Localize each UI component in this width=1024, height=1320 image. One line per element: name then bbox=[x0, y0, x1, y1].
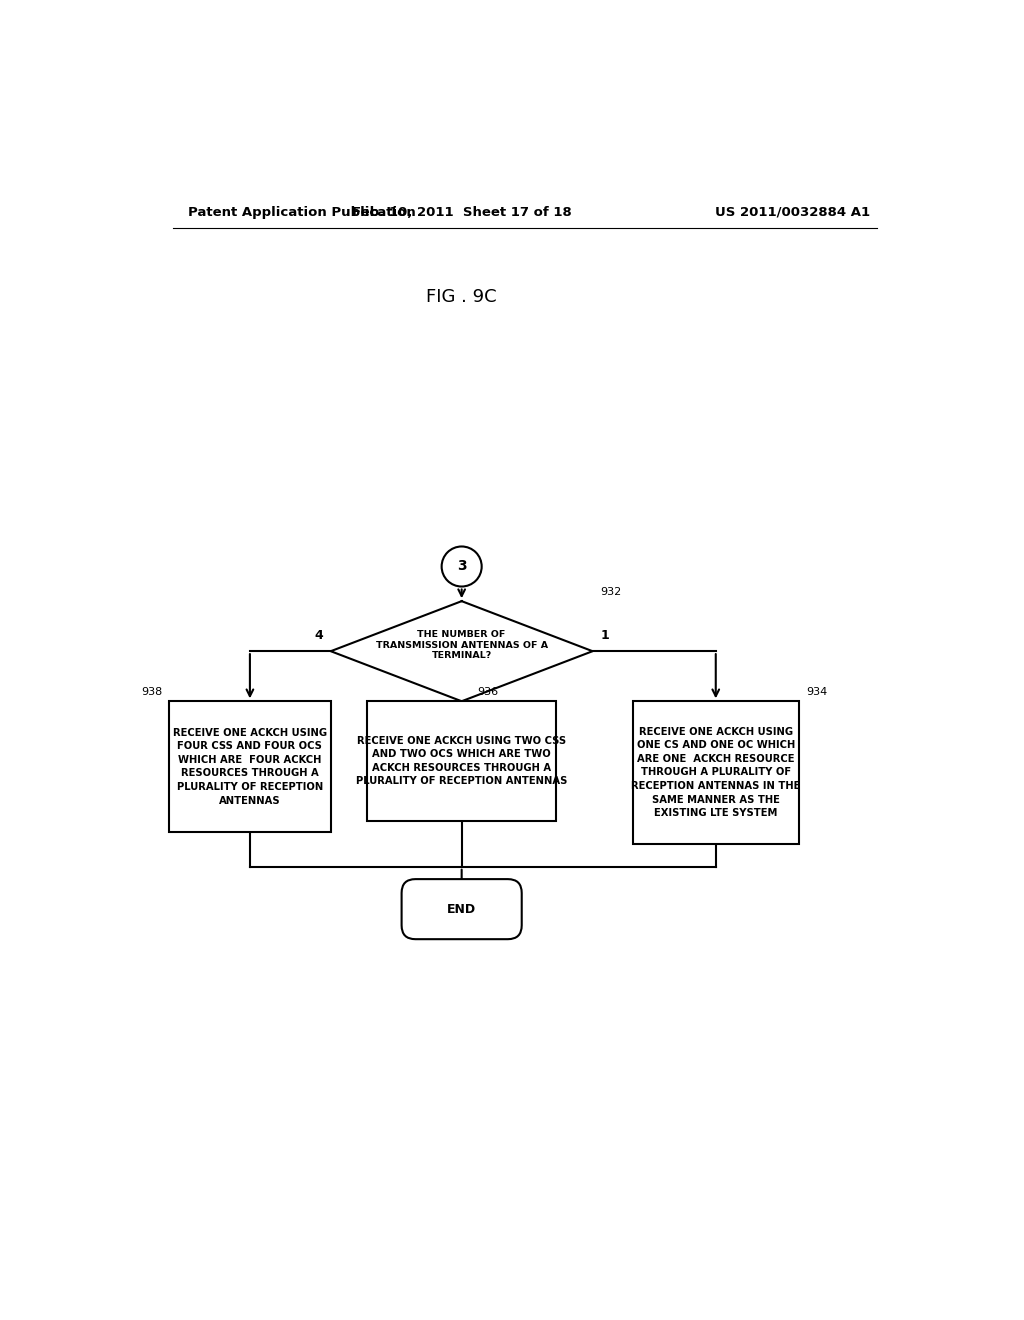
Text: RECEIVE ONE ACKCH USING
FOUR CSS AND FOUR OCS
WHICH ARE  FOUR ACKCH
RESOURCES TH: RECEIVE ONE ACKCH USING FOUR CSS AND FOU… bbox=[173, 727, 327, 805]
Text: 4: 4 bbox=[314, 628, 323, 642]
Text: 2: 2 bbox=[443, 705, 453, 718]
Text: 3: 3 bbox=[457, 560, 467, 573]
Text: US 2011/0032884 A1: US 2011/0032884 A1 bbox=[715, 206, 869, 219]
Bar bbox=[633, 701, 799, 843]
Text: THE NUMBER OF
TRANSMISSION ANTENNAS OF A
TERMINAL?: THE NUMBER OF TRANSMISSION ANTENNAS OF A… bbox=[376, 630, 548, 660]
Text: RECEIVE ONE ACKCH USING
ONE CS AND ONE OC WHICH
ARE ONE  ACKCH RESOURCE
THROUGH : RECEIVE ONE ACKCH USING ONE CS AND ONE O… bbox=[631, 727, 801, 818]
Bar bbox=[169, 701, 331, 832]
Text: Patent Application Publication: Patent Application Publication bbox=[188, 206, 416, 219]
Polygon shape bbox=[331, 601, 593, 701]
Text: RECEIVE ONE ACKCH USING TWO CSS
AND TWO OCS WHICH ARE TWO
ACKCH RESOURCES THROUG: RECEIVE ONE ACKCH USING TWO CSS AND TWO … bbox=[356, 735, 567, 787]
Text: Feb. 10, 2011  Sheet 17 of 18: Feb. 10, 2011 Sheet 17 of 18 bbox=[352, 206, 571, 219]
Text: END: END bbox=[447, 903, 476, 916]
Bar bbox=[368, 701, 556, 821]
FancyBboxPatch shape bbox=[401, 879, 521, 940]
Text: FIG . 9C: FIG . 9C bbox=[426, 288, 497, 306]
Text: 938: 938 bbox=[141, 688, 163, 697]
Circle shape bbox=[441, 546, 481, 586]
Text: 932: 932 bbox=[600, 587, 622, 598]
Text: 1: 1 bbox=[600, 628, 609, 642]
Text: 936: 936 bbox=[477, 688, 499, 697]
Text: 934: 934 bbox=[806, 688, 827, 697]
